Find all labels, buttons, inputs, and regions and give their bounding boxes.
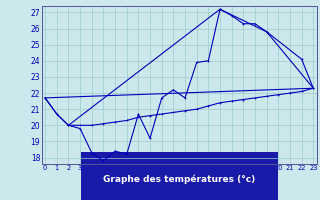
X-axis label: Graphe des températures (°c): Graphe des températures (°c) [103, 174, 255, 184]
